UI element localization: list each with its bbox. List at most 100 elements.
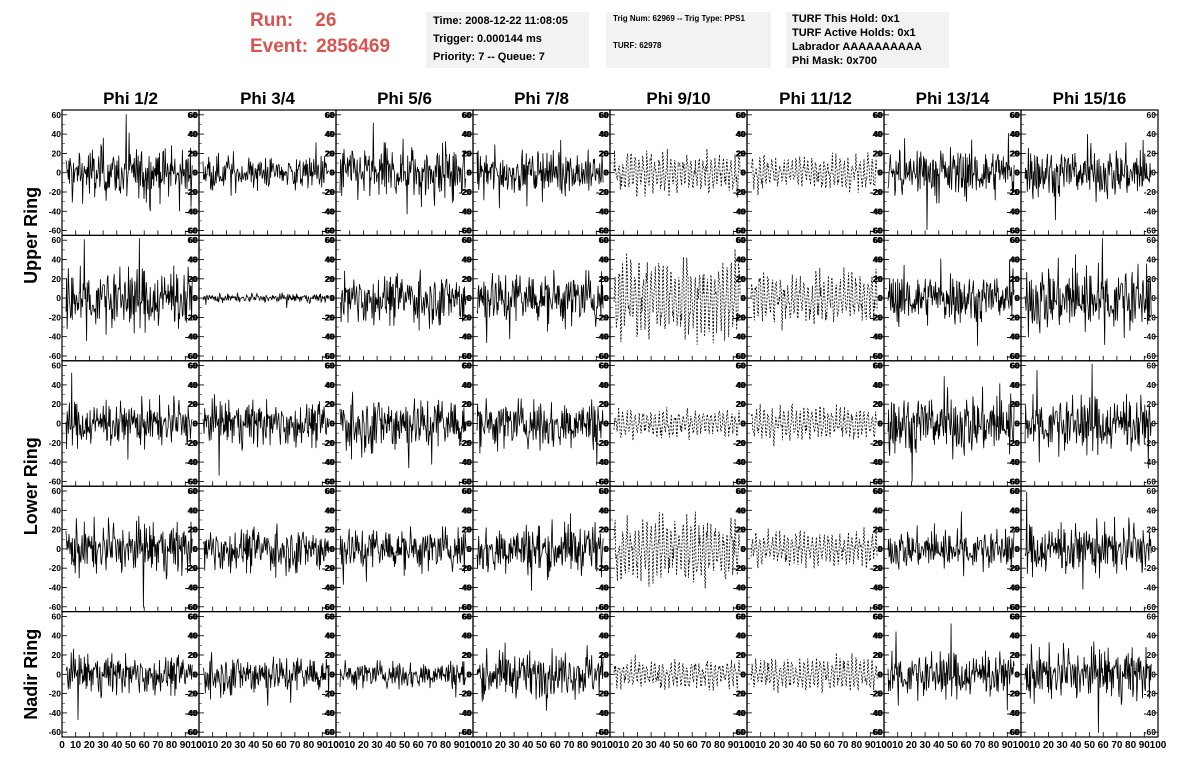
y-tick-label: -20 bbox=[597, 563, 610, 573]
x-tick-label: 100 bbox=[876, 740, 893, 751]
y-tick-label-right: 60 bbox=[736, 235, 746, 245]
y-tick-label: -20 bbox=[597, 187, 610, 197]
y-tick-label: 40 bbox=[463, 255, 473, 265]
y-tick-label: 20 bbox=[463, 148, 473, 158]
waveform-trace bbox=[339, 526, 467, 585]
y-tick-label-right: 20 bbox=[462, 274, 472, 284]
x-tick-label: 90 bbox=[180, 740, 192, 751]
y-tick-label: -60 bbox=[597, 727, 610, 737]
run-label: Run: bbox=[250, 10, 294, 31]
y-tick-label: -40 bbox=[734, 582, 747, 592]
waveform-trace bbox=[1024, 133, 1152, 221]
y-tick-label-right: 20 bbox=[325, 399, 335, 409]
y-tick-label-right: -40 bbox=[1007, 457, 1020, 467]
timing-info-box: Time: 2008-12-22 11:08:05 Trigger: 0.000… bbox=[426, 12, 589, 68]
y-tick-label-right: 20 bbox=[1010, 525, 1020, 535]
y-tick-label-right: 40 bbox=[1147, 505, 1157, 515]
y-tick-label: -20 bbox=[460, 438, 473, 448]
x-tick-label: 30 bbox=[509, 740, 521, 751]
y-tick-label-right: 0 bbox=[1014, 544, 1019, 554]
y-tick-label-right: -60 bbox=[459, 727, 472, 737]
y-tick-label-right: 40 bbox=[462, 380, 472, 390]
y-tick-label: -40 bbox=[1008, 582, 1021, 592]
y-tick-label-right: 60 bbox=[188, 486, 198, 496]
y-tick-label: -20 bbox=[871, 563, 884, 573]
y-tick-label-right: -20 bbox=[1007, 689, 1020, 699]
y-tick-label: -40 bbox=[871, 457, 884, 467]
column-title: Phi 1/2 bbox=[103, 89, 158, 108]
y-tick-label-right: 20 bbox=[599, 274, 609, 284]
y-tick-label: -40 bbox=[186, 708, 199, 718]
y-tick-label: 40 bbox=[52, 255, 62, 265]
x-tick-label: 0 bbox=[470, 740, 476, 751]
y-tick-label-right: -40 bbox=[733, 332, 746, 342]
y-tick-label-right: 0 bbox=[603, 293, 608, 303]
y-tick-label-right: 60 bbox=[873, 486, 883, 496]
y-tick-label-right: 40 bbox=[1147, 380, 1157, 390]
y-tick-label: -20 bbox=[186, 438, 199, 448]
y-tick-label-right: 0 bbox=[192, 168, 197, 178]
x-tick-label: 40 bbox=[111, 740, 123, 751]
y-tick-label-right: 60 bbox=[873, 361, 883, 371]
y-tick-label: -40 bbox=[460, 206, 473, 216]
y-tick-label: -60 bbox=[323, 727, 336, 737]
x-tick-label: 20 bbox=[84, 740, 96, 751]
y-tick-label-right: 20 bbox=[188, 399, 198, 409]
y-tick-label-right: 0 bbox=[329, 419, 334, 429]
x-tick-label: 20 bbox=[632, 740, 644, 751]
y-tick-label: 0 bbox=[604, 168, 609, 178]
y-tick-label: -40 bbox=[597, 206, 610, 216]
y-tick-label: -20 bbox=[1008, 312, 1021, 322]
y-tick-label: -60 bbox=[323, 476, 336, 486]
y-tick-label: 0 bbox=[878, 544, 883, 554]
y-tick-label: 0 bbox=[56, 168, 61, 178]
x-tick-label: 40 bbox=[385, 740, 397, 751]
x-tick-label: 90 bbox=[317, 740, 329, 751]
y-tick-label-right: -40 bbox=[870, 332, 883, 342]
y-tick-label-right: -20 bbox=[322, 563, 335, 573]
y-tick-label: -20 bbox=[186, 689, 199, 699]
x-tick-label: 30 bbox=[646, 740, 658, 751]
y-tick-label-right: -20 bbox=[1007, 187, 1020, 197]
y-tick-label: 20 bbox=[52, 274, 62, 284]
x-tick-label: 30 bbox=[235, 740, 247, 751]
y-tick-label: 40 bbox=[1011, 129, 1021, 139]
y-tick-label-right: 60 bbox=[599, 611, 609, 621]
x-tick-label: 10 bbox=[207, 740, 219, 751]
y-tick-label-right: -20 bbox=[322, 187, 335, 197]
y-tick-label-right: 40 bbox=[1010, 631, 1020, 641]
run-event-box: Run: 26 Event: 2856469 bbox=[250, 8, 390, 60]
y-tick-label-right: 0 bbox=[466, 168, 471, 178]
y-tick-label: 0 bbox=[330, 669, 335, 679]
y-tick-label-right: 60 bbox=[1147, 486, 1157, 496]
y-tick-label-right: 0 bbox=[466, 293, 471, 303]
y-tick-label-right: 40 bbox=[736, 380, 746, 390]
x-tick-label: 50 bbox=[536, 740, 548, 751]
y-tick-label: 0 bbox=[330, 293, 335, 303]
x-tick-label: 50 bbox=[399, 740, 411, 751]
y-tick-label: -40 bbox=[597, 582, 610, 592]
y-tick-label: -20 bbox=[597, 689, 610, 699]
y-tick-label-right: -20 bbox=[1144, 187, 1157, 197]
y-tick-label: 20 bbox=[874, 399, 884, 409]
y-tick-label: -20 bbox=[871, 312, 884, 322]
y-tick-label-right: -40 bbox=[1144, 457, 1157, 467]
y-tick-label-right: -20 bbox=[459, 438, 472, 448]
y-tick-label-right: 0 bbox=[1151, 419, 1156, 429]
y-tick-label: 20 bbox=[1011, 399, 1021, 409]
y-tick-label: 60 bbox=[52, 110, 62, 120]
y-tick-label-right: -20 bbox=[596, 689, 609, 699]
y-tick-label-right: -40 bbox=[1007, 332, 1020, 342]
y-tick-label-right: 60 bbox=[1010, 611, 1020, 621]
y-tick-label: 20 bbox=[326, 148, 336, 158]
column-title: Phi 11/12 bbox=[779, 89, 852, 108]
x-tick-label: 60 bbox=[687, 740, 699, 751]
waveform-trace bbox=[1024, 363, 1152, 469]
y-tick-label: 40 bbox=[874, 631, 884, 641]
event-row: Event: 2856469 bbox=[250, 34, 390, 60]
turf-text: TURF: 62978 bbox=[613, 41, 662, 50]
y-tick-label-right: -40 bbox=[1007, 206, 1020, 216]
y-tick-label-right: -20 bbox=[870, 187, 883, 197]
y-tick-label: 60 bbox=[1011, 361, 1021, 371]
y-tick-label-right: -20 bbox=[733, 563, 746, 573]
